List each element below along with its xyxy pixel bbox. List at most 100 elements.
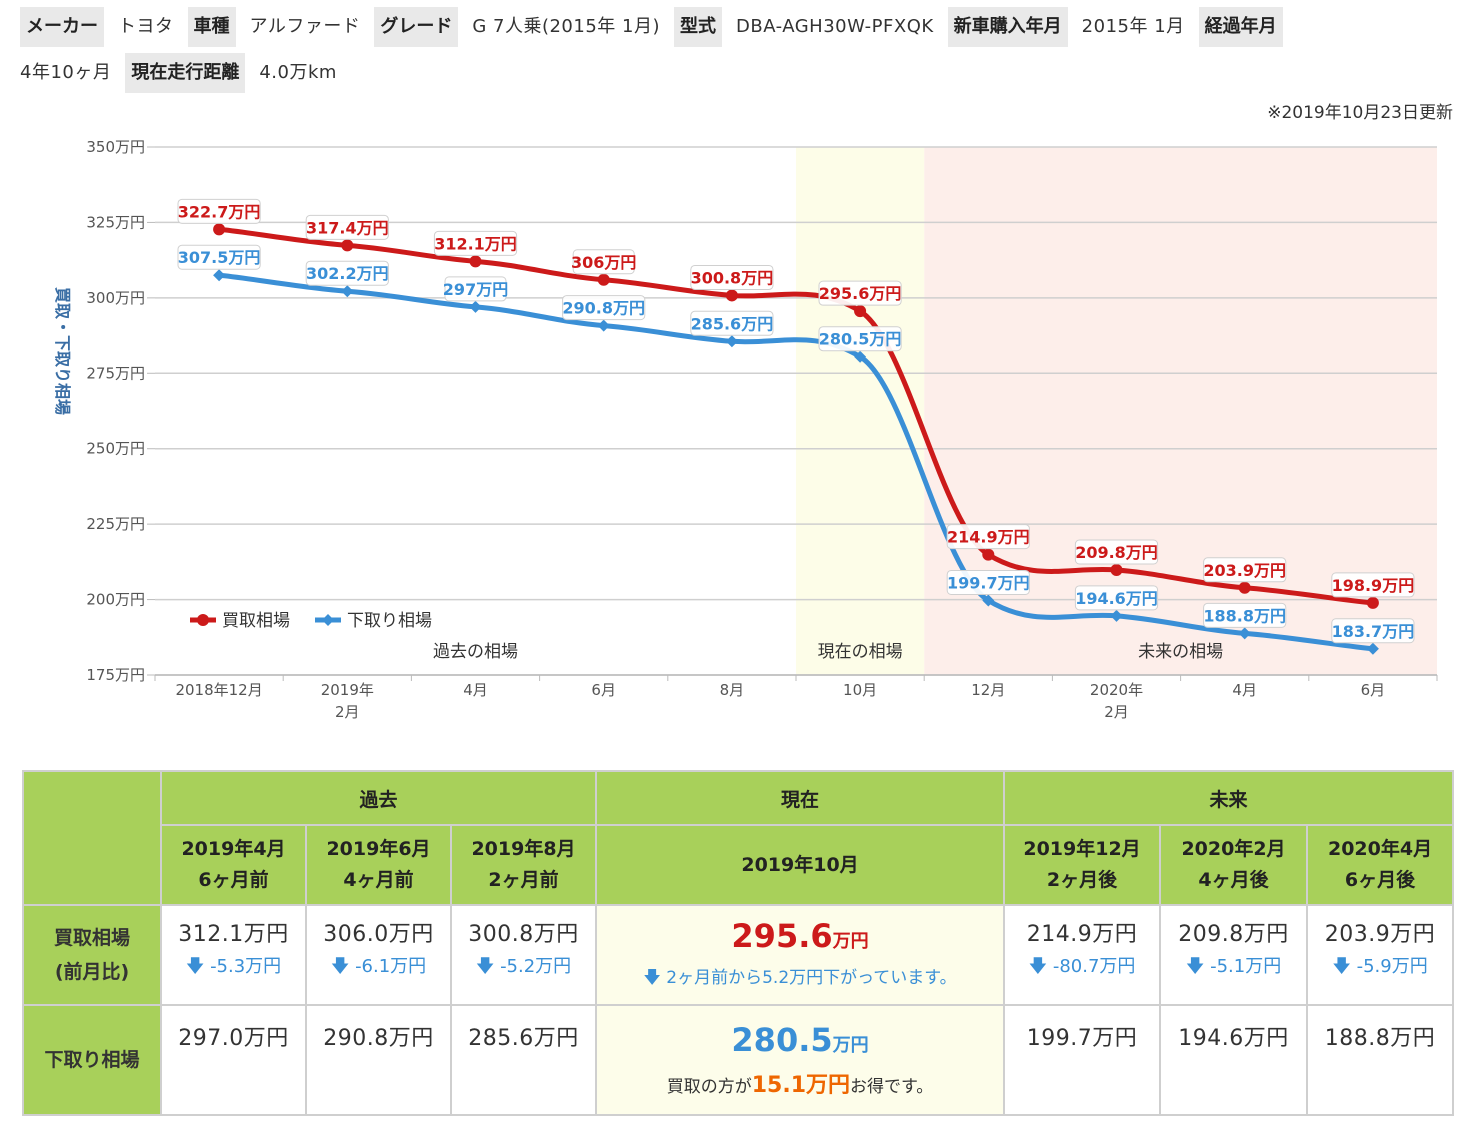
data-label-box — [177, 198, 261, 224]
data-label-box — [818, 326, 902, 352]
car-info: メーカー トヨタ 車種 アルファード グレード G 7人乗(2015年 1月) … — [20, 4, 1460, 96]
y-tick-label: 225万円 — [86, 515, 145, 533]
x-tick-label: 2020年 2月 — [1090, 681, 1143, 721]
trade-in-price-point — [854, 350, 867, 363]
region-label: 未来の相場 — [1138, 642, 1223, 662]
buy-cell-current: 295.6万円 🡇 2ヶ月前から5.2万円下がっています。 — [595, 904, 1006, 1006]
data-label-box — [818, 280, 902, 306]
data-label: 297万円 — [443, 280, 508, 299]
trade-in-price-point — [213, 269, 226, 282]
down-arrow-icon: 🡇 — [330, 956, 350, 977]
buy-price-point — [469, 255, 482, 268]
x-tick-label: 4月 — [1232, 681, 1257, 699]
data-label-box — [1331, 618, 1415, 644]
region-label: 過去の相場 — [433, 642, 518, 662]
data-label-box — [1074, 585, 1159, 611]
data-label: 285.6万円 — [691, 314, 774, 333]
elapsed-value: 4年10ヶ月 — [20, 62, 112, 83]
legend-marker — [197, 614, 209, 626]
col-header: 2020年2月 4ヶ月後 — [1159, 824, 1309, 906]
down-arrow-icon: 🡇 — [643, 967, 661, 988]
trade-cell: 199.7万円 — [1003, 1004, 1162, 1116]
col-header: 2019年12月 2ヶ月後 — [1003, 824, 1162, 906]
buy-cell: 209.8万円 🡇 -5.1万円 — [1159, 904, 1309, 1006]
data-label-box — [305, 214, 389, 240]
trade-in-price-point — [341, 285, 354, 298]
elapsed-label: 経過年月 — [1198, 7, 1283, 47]
buy-cell: 300.8万円 🡇 -5.2万円 — [449, 904, 598, 1006]
buy-price-point — [597, 273, 610, 286]
table-row-buy: 買取相場 (前月比) 312.1万円 🡇 -5.3万円 306.0万円 🡇 -6.1万… — [22, 904, 1455, 1006]
data-label: 203.9万円 — [1203, 561, 1286, 580]
y-axis-title: 買取・下取り相場 — [53, 287, 72, 415]
down-arrow-icon: 🡇 — [475, 956, 495, 977]
col-header: 2020年4月 6ヶ月後 — [1306, 824, 1455, 906]
data-label: 300.8万円 — [691, 268, 774, 287]
buy-price-point — [1366, 596, 1379, 609]
buy-cell: 306.0万円 🡇 -6.1万円 — [305, 904, 452, 1006]
legend-marker — [322, 614, 334, 626]
legend-label: 買取相場 — [222, 611, 290, 631]
data-label-box — [572, 249, 635, 275]
trade-cell: 297.0万円 — [160, 1004, 307, 1116]
data-label-box — [305, 260, 389, 286]
data-label: 302.2万円 — [306, 264, 389, 283]
grade-value: G 7人乗(2015年 1月) — [472, 16, 660, 37]
trade-in-price-point — [469, 300, 482, 313]
data-label: 194.6万円 — [1075, 589, 1158, 608]
trade-in-price-point — [725, 335, 738, 348]
x-tick-label: 4月 — [463, 681, 488, 699]
down-arrow-icon: 🡇 — [1185, 956, 1205, 977]
data-label: 209.8万円 — [1075, 543, 1158, 562]
data-label-box — [946, 569, 1030, 595]
col-header: 2019年4月 6ヶ月前 — [160, 824, 307, 906]
y-tick-label: 250万円 — [86, 440, 145, 458]
grade-label: グレード — [374, 7, 459, 47]
data-label-box — [690, 310, 774, 336]
data-label: 306万円 — [571, 253, 636, 272]
y-tick-label: 350万円 — [86, 138, 145, 156]
data-label: 317.4万円 — [306, 218, 389, 237]
trade-cell: 188.8万円 — [1306, 1004, 1455, 1116]
data-label-box — [1203, 557, 1287, 583]
trade-in-price-point — [1110, 609, 1123, 622]
buy-price-point — [982, 548, 995, 561]
x-tick-label: 12月 — [971, 681, 1005, 699]
updated-date: ※2019年10月23日更新 — [1267, 103, 1453, 123]
y-tick-label: 200万円 — [86, 591, 145, 609]
x-tick-label: 6月 — [1361, 681, 1386, 699]
model-value: アルファード — [249, 16, 361, 37]
purchase-value: 2015年 1月 — [1081, 16, 1185, 37]
region-label: 現在の相場 — [818, 642, 903, 662]
data-label-box — [1074, 539, 1159, 565]
data-label: 214.9万円 — [947, 528, 1030, 547]
data-label-box — [177, 244, 261, 270]
data-label: 307.5万円 — [178, 248, 261, 267]
group-future: 未来 — [1003, 770, 1455, 826]
price-table: 過去 現在 未来 2019年4月 6ヶ月前 2019年6月 4ヶ月前 2019年8月… — [22, 770, 1455, 1116]
type-label: 型式 — [673, 7, 722, 47]
col-header: 2019年6月 4ヶ月前 — [305, 824, 452, 906]
buy-price-point — [854, 305, 867, 318]
buy-price-point — [213, 223, 226, 236]
buy-price-point — [341, 239, 354, 252]
model-label: 車種 — [187, 7, 236, 47]
data-label: 312.1万円 — [434, 234, 517, 253]
table-row-trade: 下取り相場 297.0万円 290.8万円 285.6万円 280.5万円 買取… — [22, 1004, 1455, 1116]
data-label-box — [1331, 572, 1415, 598]
trade-in-price-point — [1238, 627, 1251, 640]
maker-label: メーカー — [20, 7, 104, 47]
col-header-current: 2019年10月 — [595, 824, 1006, 906]
down-arrow-icon: 🡇 — [185, 956, 205, 977]
mileage-label: 現在走行距離 — [125, 53, 246, 93]
trade-cell: 194.6万円 — [1159, 1004, 1309, 1116]
price-chart: 175万円 200万円 225万円 250万円 275万円 300万円 325万円 350万円… — [53, 138, 1438, 721]
purchase-label: 新車購入年月 — [947, 7, 1068, 47]
down-arrow-icon: 🡇 — [1332, 956, 1351, 977]
current-region-band — [796, 147, 925, 675]
row-label-trade: 下取り相場 — [22, 1004, 162, 1116]
data-label: 295.6万円 — [819, 284, 902, 303]
buy-cell: 214.9万円 🡇 -80.7万円 — [1003, 904, 1162, 1006]
data-label-box — [444, 276, 507, 302]
data-label-box — [562, 295, 646, 321]
